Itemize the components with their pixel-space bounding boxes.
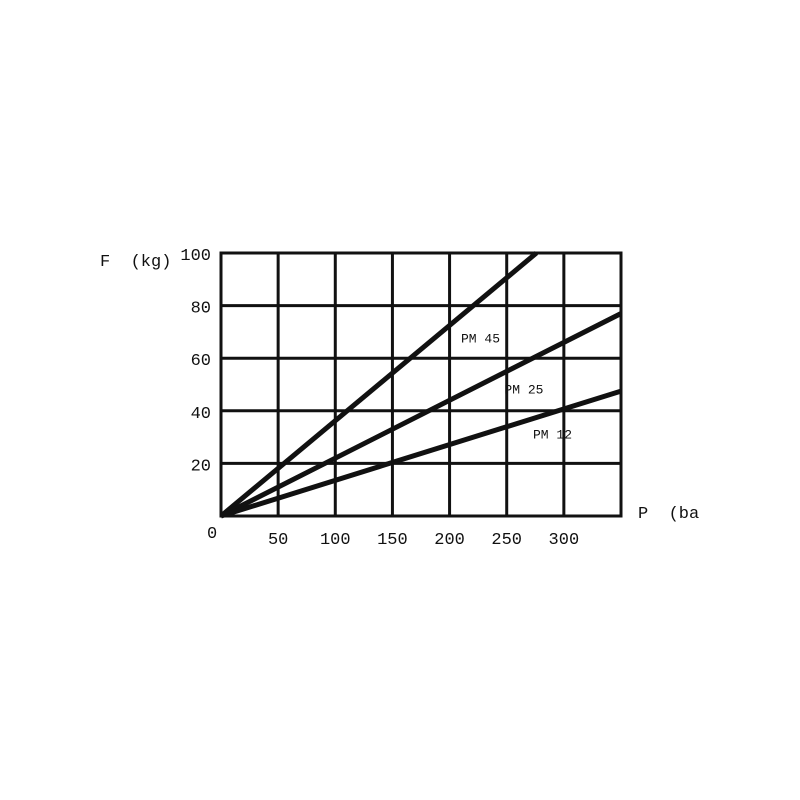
x-axis-label: P (ba — [638, 505, 699, 524]
x-tick-label: 250 — [491, 531, 522, 550]
y-axis-label: F (kg) — [100, 253, 171, 272]
series-line-pm-25 — [219, 311, 623, 519]
origin-label: 0 — [207, 525, 217, 544]
series-lines — [219, 251, 623, 519]
series-label: PM 45 — [461, 331, 500, 346]
series-label: PM 25 — [504, 383, 543, 398]
series-labels: PM 45 PM 25 PM 12 — [461, 331, 572, 442]
series-label: PM 12 — [533, 427, 572, 442]
y-tick-label: 80 — [191, 300, 211, 319]
grid — [221, 253, 621, 516]
y-tick-label: 100 — [180, 247, 211, 266]
x-tick-label: 50 — [268, 531, 288, 550]
y-tick-label: 40 — [191, 405, 211, 424]
plot-frame — [219, 251, 623, 518]
tick-labels: 50 100 150 200 250 300 20 40 60 80 100 — [180, 247, 579, 550]
y-tick-label: 60 — [191, 352, 211, 371]
x-tick-label: 100 — [320, 531, 351, 550]
x-tick-label: 200 — [434, 531, 465, 550]
y-tick-label: 20 — [191, 457, 211, 476]
series-line-pm-45 — [219, 251, 539, 518]
series-line-pm-12 — [220, 388, 622, 519]
x-tick-label: 300 — [549, 531, 580, 550]
x-tick-label: 150 — [377, 531, 408, 550]
